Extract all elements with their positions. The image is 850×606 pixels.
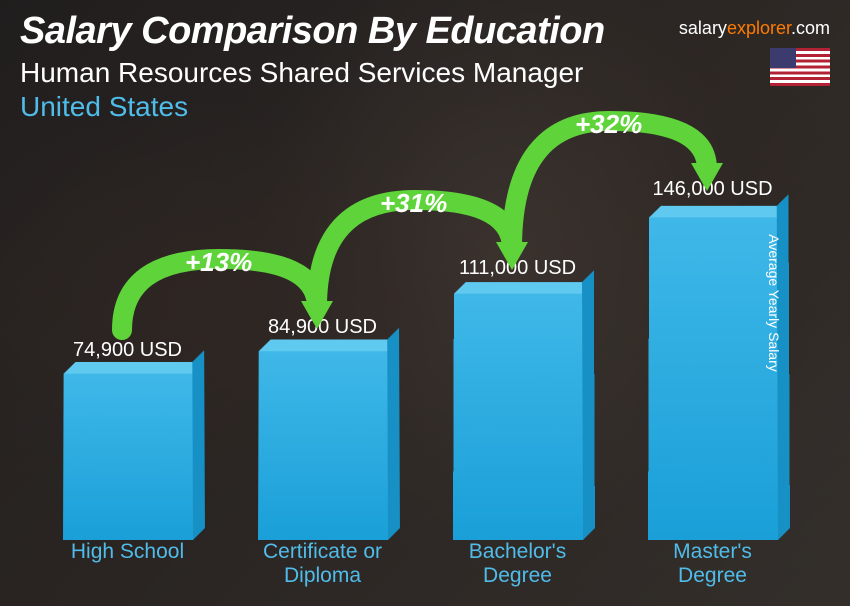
subtitle: Human Resources Shared Services Manager (20, 57, 830, 89)
pct-increase: +13% (185, 247, 252, 278)
page-title: Salary Comparison By Education (20, 10, 830, 53)
bar (63, 374, 193, 540)
bar-label: Master'sDegree (625, 540, 800, 588)
increase-arrow: +32% (472, 101, 747, 308)
bar-label: Bachelor'sDegree (430, 540, 605, 588)
bar-label: Certificate orDiploma (235, 540, 410, 588)
bar-label: High School (40, 540, 215, 588)
y-axis-label: Average Yearly Salary (765, 234, 781, 372)
pct-increase: +31% (380, 188, 447, 219)
location: United States (20, 91, 830, 123)
header: Salary Comparison By Education Human Res… (20, 10, 830, 123)
labels-container: High School Certificate orDiploma Bachelor… (30, 540, 810, 588)
